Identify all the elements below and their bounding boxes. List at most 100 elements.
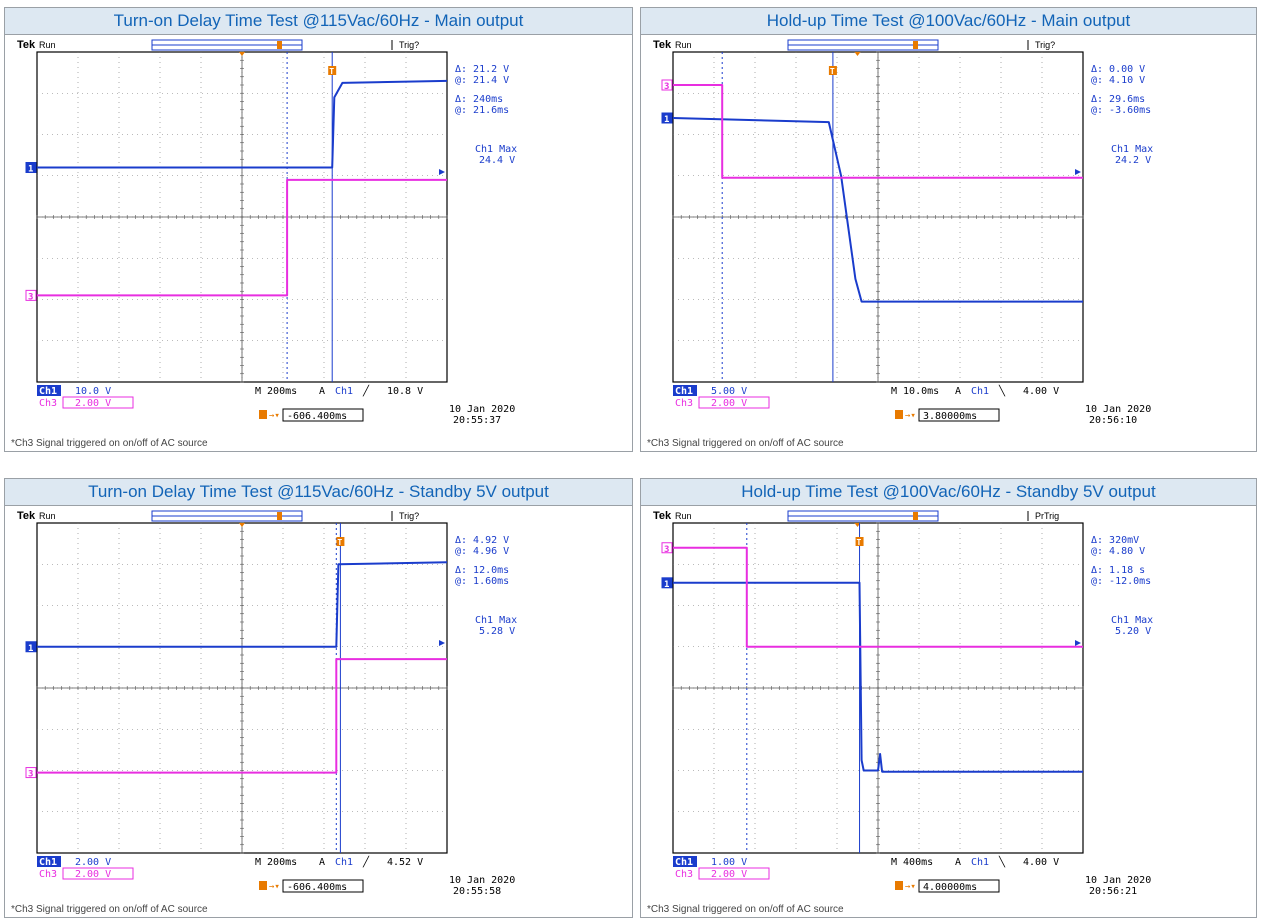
trigger-position-marker [277, 512, 282, 520]
brand-label: Tek [653, 39, 672, 51]
trace-ch3 [673, 84, 1083, 179]
svg-text:4.00 V: 4.00 V [1023, 386, 1059, 397]
oscilloscope-screen: Tek Run PrTrig T 1 3 Δ: 320mV@: 4.80 V Δ: 1.18 … [653, 510, 1153, 897]
trigger-setting: A Ch1 ╲ 4.00 V [955, 855, 1059, 868]
cursor-v-delta: Δ: 320mV [1091, 535, 1139, 546]
capture-time: 20:56:21 [1089, 886, 1137, 897]
panel-title: Hold-up Time Test @100Vac/60Hz - Standby… [641, 479, 1256, 506]
svg-text:5.00 V: 5.00 V [711, 386, 747, 397]
cursor-t-delta: Δ: 240ms [455, 94, 503, 105]
capture-time: 20:56:10 [1089, 415, 1137, 426]
svg-text:3: 3 [28, 292, 33, 302]
svg-text:4.00000ms: 4.00000ms [923, 882, 977, 893]
run-status: Run [675, 511, 692, 521]
channel-marker-ch3: 3 [25, 289, 37, 302]
scope-panel-3: Turn-on Delay Time Test @115Vac/60Hz - S… [4, 478, 633, 918]
svg-text:1: 1 [664, 115, 669, 125]
measurement-label: Ch1 Max [1111, 615, 1153, 626]
cursor-v-at: @: 4.10 V [1091, 75, 1145, 86]
capture-time: 20:55:37 [453, 415, 501, 426]
channel-marker-ch3: 3 [661, 79, 673, 92]
svg-text:Ch1: Ch1 [971, 386, 989, 397]
svg-text:4.52 V: 4.52 V [387, 857, 423, 868]
cursor-v-at: @: 4.96 V [455, 546, 509, 557]
capture-date: 10 Jan 2020 [1085, 404, 1151, 415]
trigger-position-marker [913, 41, 918, 49]
trigger-point-marker [854, 52, 861, 56]
svg-text:→▾: →▾ [905, 411, 916, 421]
run-status: Run [39, 511, 56, 521]
cursor-t-at: @: -3.60ms [1091, 105, 1151, 116]
svg-text:A: A [319, 386, 325, 397]
trigger-status: Trig? [399, 511, 419, 521]
ch1-scale: Ch1 10.0 V [37, 385, 111, 397]
cursor-t-at: @: -12.0ms [1091, 576, 1151, 587]
cursor-v-delta: Δ: 21.2 V [455, 64, 509, 75]
svg-text:2.00 V: 2.00 V [711, 869, 747, 880]
ch1-scale: Ch1 5.00 V [673, 385, 747, 397]
ch3-scale: Ch3 2.00 V [39, 396, 134, 409]
trigger-setting: A Ch1 ╱ 10.8 V [319, 384, 423, 397]
svg-text:3: 3 [664, 82, 669, 92]
trigger-offset: →▾ -606.400ms [259, 408, 364, 422]
oscilloscope-screen: Tek Run Trig? T 1 3 Δ: 4.92 V@: 4.96 V Δ: 12.0m… [17, 510, 517, 897]
svg-text:╲: ╲ [998, 384, 1006, 397]
timebase: M 400ms [891, 857, 933, 868]
svg-text:1: 1 [664, 580, 669, 590]
svg-text:3: 3 [664, 545, 669, 555]
svg-text:Ch1: Ch1 [675, 857, 693, 868]
svg-text:╱: ╱ [362, 855, 370, 868]
svg-text:-606.400ms: -606.400ms [287, 411, 347, 422]
oscilloscope-screen: Tek Run Trig? T 1 3 Δ: 0.00 V@: 4.10 V Δ: 29.6m… [653, 39, 1153, 426]
run-status: Run [39, 40, 56, 50]
channel-marker-ch1: 1 [25, 641, 37, 654]
cursor-v-delta: Δ: 0.00 V [1091, 64, 1145, 75]
svg-text:→▾: →▾ [269, 411, 280, 421]
channel-marker-ch1: 1 [25, 162, 37, 175]
trigger-setting: A Ch1 ╲ 4.00 V [955, 384, 1059, 397]
svg-text:2.00 V: 2.00 V [75, 857, 111, 868]
timebase: M 200ms [255, 857, 297, 868]
svg-text:Ch1: Ch1 [971, 857, 989, 868]
trigger-point-marker [854, 523, 861, 527]
capture-date: 10 Jan 2020 [449, 875, 515, 886]
scope-panel-4: Hold-up Time Test @100Vac/60Hz - Standby… [640, 478, 1257, 918]
trace-ch1 [37, 561, 448, 648]
trace-ch3 [37, 178, 447, 297]
cursor-t-delta: Δ: 12.0ms [455, 565, 509, 576]
cursor-v-delta: Δ: 4.92 V [455, 535, 509, 546]
panel-title: Turn-on Delay Time Test @115Vac/60Hz - S… [5, 479, 632, 506]
cursor-t-delta: Δ: 1.18 s [1091, 565, 1145, 576]
svg-text:10.0 V: 10.0 V [75, 386, 111, 397]
oscilloscope-screen: Tek Run Trig? T 1 3 Δ: 21.2 V@: 21.4 V Δ: 240ms… [17, 39, 517, 426]
timebase: M 10.0ms [891, 386, 939, 397]
measurement-value: 5.20 V [1115, 626, 1151, 637]
svg-text:T: T [857, 538, 862, 547]
capture-time: 20:55:58 [453, 886, 501, 897]
svg-text:Ch3: Ch3 [675, 398, 693, 409]
svg-text:2.00 V: 2.00 V [711, 398, 747, 409]
svg-text:→▾: →▾ [269, 882, 280, 892]
trigger-offset: →▾ 3.80000ms [895, 408, 1000, 422]
capture-date: 10 Jan 2020 [449, 404, 515, 415]
cursor-t-at: @: 21.6ms [455, 105, 509, 116]
scope-panel-1: Turn-on Delay Time Test @115Vac/60Hz - M… [4, 7, 633, 452]
trigger-offset: →▾ -606.400ms [259, 879, 364, 893]
svg-text:Ch3: Ch3 [39, 869, 57, 880]
svg-text:-606.400ms: -606.400ms [287, 882, 347, 893]
measurement-value: 5.28 V [479, 626, 515, 637]
trigger-status: Trig? [1035, 40, 1055, 50]
trigger-point-marker [239, 523, 245, 527]
svg-text:1: 1 [28, 644, 33, 654]
svg-text:Ch1: Ch1 [675, 386, 693, 397]
brand-label: Tek [17, 510, 36, 522]
measurement-value: 24.4 V [479, 155, 515, 166]
run-status: Run [675, 40, 692, 50]
footnote: *Ch3 Signal triggered on on/off of AC so… [647, 904, 844, 915]
svg-text:A: A [955, 857, 961, 868]
cursor-v-at: @: 21.4 V [455, 75, 509, 86]
svg-text:→▾: →▾ [905, 882, 916, 892]
svg-text:╱: ╱ [362, 384, 370, 397]
trigger-status: Trig? [399, 40, 419, 50]
svg-text:4.00 V: 4.00 V [1023, 857, 1059, 868]
